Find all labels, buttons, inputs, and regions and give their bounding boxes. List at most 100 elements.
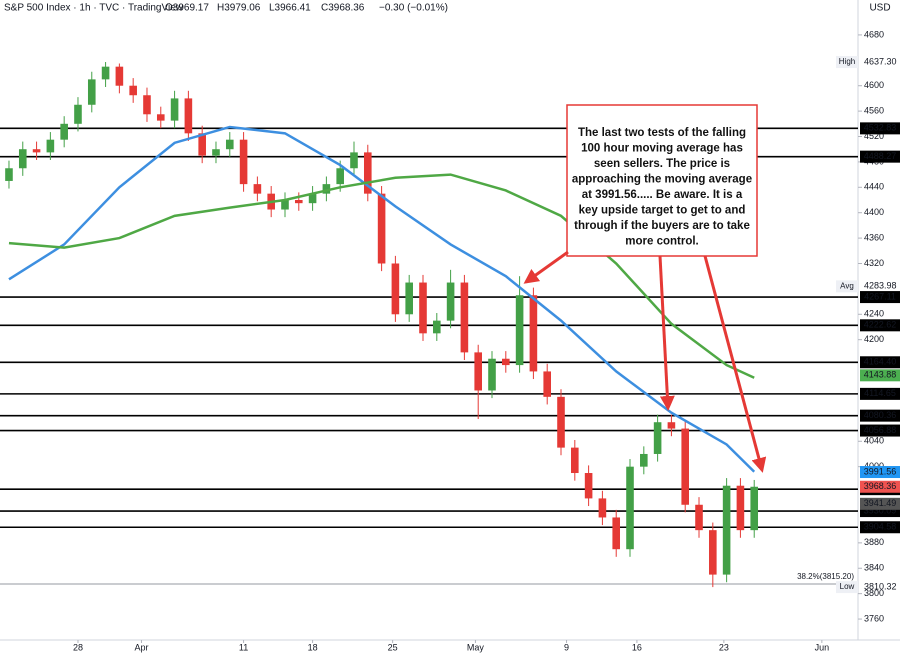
- plot-area: [0, 62, 858, 588]
- candle-body: [612, 517, 621, 550]
- candle-body: [640, 453, 648, 467]
- candle-body: [474, 352, 482, 391]
- annotation-line: through if the buyers are to take: [574, 220, 750, 232]
- moving-average: [8, 125, 756, 473]
- candle-body: [709, 530, 717, 575]
- level-tag: [860, 356, 900, 369]
- candle-body: [294, 200, 303, 204]
- y-tick-label: 4600: [864, 80, 884, 90]
- candle-body: [405, 282, 413, 315]
- y-tick-label: 4440: [864, 182, 884, 192]
- x-tick-label: 28: [73, 642, 83, 652]
- candle-body: [74, 104, 82, 124]
- candle-body: [377, 193, 386, 264]
- candle-body: [239, 139, 248, 185]
- candle-body: [350, 152, 358, 169]
- candle-body: [488, 358, 496, 391]
- y-tick-label: 3840: [864, 563, 884, 573]
- level-label: 3904.58: [864, 522, 897, 532]
- candle-body: [584, 473, 593, 499]
- ohlc-value: −0.30 (−0.01%): [379, 3, 448, 14]
- candle-body: [653, 422, 662, 454]
- moving-average: [8, 173, 755, 379]
- candle-body: [502, 358, 510, 366]
- candle-body: [598, 498, 607, 518]
- y-tick-label: 4360: [864, 232, 884, 242]
- y-tick-label: 4320: [864, 258, 884, 268]
- x-tick-label: 11: [239, 642, 248, 652]
- level-label: 4222.62: [864, 320, 897, 330]
- annotation-box: [566, 104, 758, 257]
- candle-body: [419, 282, 427, 334]
- x-tick-label: 25: [388, 642, 398, 652]
- level-tag: [860, 521, 900, 534]
- annotation-line: 100 hour moving average has: [581, 143, 743, 155]
- price-label: 3991.56: [864, 466, 897, 476]
- price-label: 3941.49: [864, 498, 897, 508]
- candle-body: [253, 184, 262, 194]
- price-label: 4283.98: [864, 281, 897, 291]
- price-tag-label: High: [839, 57, 855, 66]
- price-tag: [860, 466, 900, 479]
- level-label: 4114.65: [864, 388, 896, 398]
- candle-body: [681, 428, 690, 505]
- price-tag: [836, 56, 858, 69]
- candle-body: [170, 98, 179, 121]
- candle-body: [529, 295, 538, 372]
- level-label: 3930.09: [864, 505, 897, 515]
- candle-body: [308, 193, 317, 204]
- candle-body: [557, 396, 565, 448]
- y-tick-label: 4040: [864, 436, 884, 446]
- y-tick-label: 4240: [864, 309, 884, 319]
- arrow: [703, 255, 767, 473]
- arrow: [523, 250, 569, 284]
- y-tick-label: 3800: [864, 588, 884, 598]
- price-label: 3810.32: [864, 581, 897, 591]
- level-tag: [860, 387, 900, 400]
- annotation-line: seen sellers. The price is: [594, 158, 730, 170]
- annotation-line: approaching the moving average: [572, 174, 752, 186]
- x-tick-label: 16: [632, 642, 642, 652]
- x-tick-label: 23: [719, 642, 729, 652]
- candle-body: [60, 123, 68, 140]
- y-tick-label: 3880: [864, 537, 884, 547]
- x-tick-label: Jun: [815, 642, 830, 652]
- level-tag: [860, 424, 900, 437]
- level-tag: [860, 122, 900, 135]
- candle-body: [571, 447, 579, 474]
- candle-body: [322, 184, 331, 194]
- price-label: 4143.88: [864, 370, 897, 380]
- candle-body: [515, 295, 524, 366]
- annotation-line: key upside target to get to and: [579, 205, 746, 217]
- price-tag: [860, 480, 900, 493]
- candle-body: [626, 466, 634, 550]
- candle-body: [143, 95, 151, 115]
- annotation-line: more control.: [625, 236, 698, 248]
- x-tick-label: May: [467, 642, 485, 652]
- candle-body: [129, 85, 137, 96]
- candle-body: [433, 320, 441, 334]
- price-label: 3968.36: [864, 481, 897, 491]
- candle-body: [101, 66, 110, 80]
- candle-body: [5, 168, 13, 181]
- level-tag: [860, 409, 900, 422]
- candle-body: [87, 79, 96, 105]
- annotation-line: The last two tests of the falling: [578, 127, 746, 139]
- fib-label: 38.2%(3815.20): [797, 572, 854, 581]
- price-label: 4637.30: [864, 56, 897, 66]
- ohlc-value: C3968.36: [321, 3, 365, 14]
- candle-body: [212, 149, 220, 156]
- candle-body: [184, 98, 193, 134]
- level-tag: [860, 319, 900, 332]
- y-tick-label: 4200: [864, 334, 884, 344]
- y-tick-label: 4560: [864, 105, 884, 115]
- y-tick-label: 3760: [864, 613, 884, 623]
- candle-body: [225, 139, 234, 150]
- candle-body: [46, 139, 55, 153]
- x-tick-label: Apr: [134, 642, 148, 652]
- level-label: 4267.11: [864, 291, 896, 301]
- candle-body: [336, 168, 344, 185]
- x-tick-label: 18: [308, 642, 318, 652]
